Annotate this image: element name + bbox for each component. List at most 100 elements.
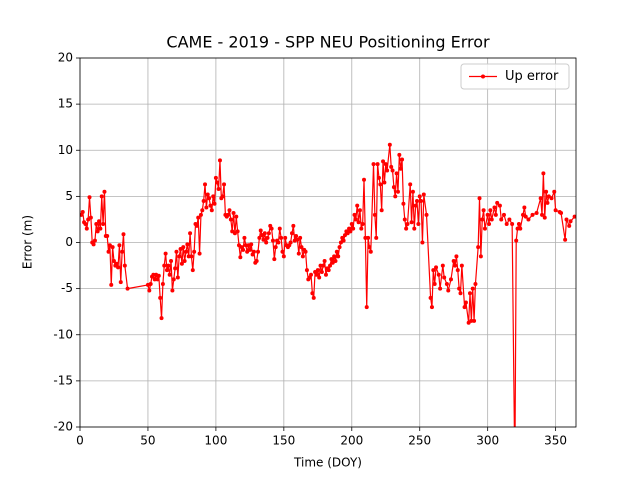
data-point	[257, 235, 262, 240]
data-point	[359, 226, 364, 231]
data-point	[216, 186, 221, 191]
x-tick-label: 300	[476, 434, 499, 448]
data-point	[261, 237, 266, 242]
x-tick-label: 350	[544, 434, 567, 448]
data-point	[545, 200, 550, 205]
data-point	[434, 265, 439, 270]
data-point	[541, 171, 546, 176]
data-point	[177, 254, 182, 259]
data-point	[215, 180, 220, 185]
data-point	[357, 208, 362, 213]
data-point	[169, 258, 174, 263]
data-point	[247, 247, 252, 252]
data-point	[276, 240, 281, 245]
data-point	[390, 168, 395, 173]
data-point	[442, 275, 447, 280]
data-point	[482, 226, 487, 231]
data-point	[208, 203, 213, 208]
data-point	[497, 203, 502, 208]
data-point	[382, 180, 387, 185]
data-point	[272, 257, 277, 262]
legend-marker	[481, 74, 485, 79]
data-point	[419, 198, 424, 203]
data-point	[337, 245, 342, 250]
data-point	[476, 245, 481, 250]
data-point	[111, 258, 116, 263]
data-point	[258, 228, 263, 233]
data-point	[80, 210, 85, 215]
y-tick-label: 15	[58, 97, 73, 111]
data-point	[457, 286, 462, 291]
data-point	[544, 189, 549, 194]
data-point	[341, 238, 346, 243]
data-point	[109, 282, 114, 287]
legend-label: Up error	[505, 69, 559, 84]
data-point	[470, 286, 475, 291]
data-point	[183, 249, 188, 254]
x-tick-label: 0	[76, 434, 84, 448]
data-point	[401, 201, 406, 206]
data-point	[159, 316, 164, 321]
data-point	[200, 208, 205, 213]
data-point	[222, 182, 227, 187]
data-point	[352, 212, 357, 217]
data-point	[372, 212, 377, 217]
data-point	[189, 254, 194, 259]
data-point	[226, 212, 231, 217]
data-point	[249, 242, 254, 247]
data-point	[397, 152, 402, 157]
data-point	[234, 214, 239, 219]
data-point	[523, 214, 528, 219]
data-point	[333, 258, 338, 263]
data-point	[336, 254, 341, 259]
data-point	[410, 189, 415, 194]
data-point	[463, 300, 468, 305]
data-point	[567, 223, 572, 228]
data-point	[91, 242, 96, 247]
data-point	[440, 263, 445, 268]
data-point	[368, 249, 373, 254]
data-point	[251, 249, 256, 254]
data-point	[420, 240, 425, 245]
data-point	[393, 194, 398, 199]
data-point	[415, 198, 420, 203]
data-point	[105, 234, 110, 239]
data-point	[538, 196, 543, 201]
data-point	[428, 295, 433, 300]
data-point	[416, 222, 421, 227]
data-point	[444, 282, 449, 287]
data-point	[173, 266, 178, 271]
data-point	[453, 263, 458, 268]
data-point	[120, 249, 125, 254]
data-point	[328, 263, 333, 268]
data-point	[421, 192, 426, 197]
data-point	[175, 275, 180, 280]
data-point	[118, 280, 123, 285]
data-point	[211, 194, 216, 199]
data-point	[298, 235, 303, 240]
x-tick-label: 250	[408, 434, 431, 448]
data-point	[549, 196, 554, 201]
data-point	[106, 249, 111, 254]
plot-area	[80, 142, 576, 427]
data-point	[315, 268, 320, 273]
data-point	[116, 265, 121, 270]
data-point	[356, 220, 361, 225]
data-point	[299, 245, 304, 250]
data-point	[374, 235, 379, 240]
data-point	[542, 215, 547, 220]
data-point	[376, 175, 381, 180]
data-point	[451, 258, 456, 263]
data-point	[269, 226, 274, 231]
data-point	[181, 245, 186, 250]
y-tick-label: -10	[53, 327, 73, 341]
data-point	[362, 177, 367, 182]
data-point	[360, 222, 365, 227]
data-point	[217, 158, 222, 163]
data-point	[458, 291, 463, 296]
data-point	[209, 208, 214, 213]
data-point	[294, 234, 299, 239]
data-point	[568, 219, 573, 224]
data-point	[355, 203, 360, 208]
data-point	[477, 196, 482, 201]
